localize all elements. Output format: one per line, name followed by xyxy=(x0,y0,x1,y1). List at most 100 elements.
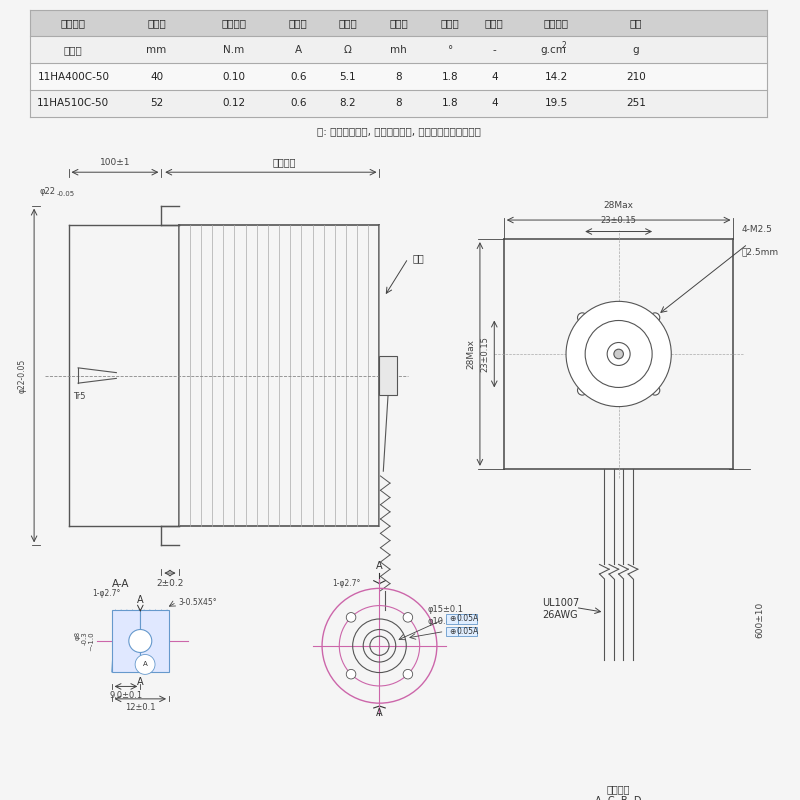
Text: Tr5: Tr5 xyxy=(74,392,86,401)
Text: 23±0.15: 23±0.15 xyxy=(481,336,490,372)
Text: 注: 电机力矩不同, 机身高度不同, 其他安装孔距是一样的: 注: 电机力矩不同, 机身高度不同, 其他安装孔距是一样的 xyxy=(317,126,481,136)
FancyBboxPatch shape xyxy=(30,63,767,90)
Text: 1.8: 1.8 xyxy=(442,71,458,82)
Text: 2±0.2: 2±0.2 xyxy=(156,579,184,588)
Text: 251: 251 xyxy=(626,98,646,108)
Text: 4: 4 xyxy=(491,98,498,108)
Circle shape xyxy=(650,386,660,395)
Text: φ15±0.1: φ15±0.1 xyxy=(427,605,463,614)
Text: 2: 2 xyxy=(562,42,566,50)
Text: 28Max: 28Max xyxy=(604,202,634,210)
Text: 210: 210 xyxy=(626,71,646,82)
Circle shape xyxy=(607,342,630,366)
FancyBboxPatch shape xyxy=(30,36,767,63)
Text: A: A xyxy=(137,595,144,605)
Text: 11HA400C-50: 11HA400C-50 xyxy=(38,71,110,82)
Text: 0.12: 0.12 xyxy=(222,98,246,108)
Circle shape xyxy=(566,302,671,406)
Text: 引线数: 引线数 xyxy=(485,18,504,28)
Circle shape xyxy=(403,670,413,679)
Text: 40: 40 xyxy=(150,71,163,82)
Text: 100±1: 100±1 xyxy=(100,158,130,167)
Text: mm: mm xyxy=(146,45,166,54)
FancyBboxPatch shape xyxy=(30,10,767,36)
Text: 19.5: 19.5 xyxy=(545,98,568,108)
Text: A: A xyxy=(376,708,382,718)
Text: 3-0.5X45°: 3-0.5X45° xyxy=(178,598,217,606)
Text: 0.6: 0.6 xyxy=(290,71,306,82)
Text: 0.10: 0.10 xyxy=(222,71,246,82)
Circle shape xyxy=(614,349,623,358)
Circle shape xyxy=(650,313,660,322)
Text: ⊕: ⊕ xyxy=(449,614,455,623)
Text: 深2.5mm: 深2.5mm xyxy=(741,247,778,256)
Text: 8: 8 xyxy=(395,71,402,82)
Text: 8: 8 xyxy=(395,98,402,108)
Text: φ22: φ22 xyxy=(40,187,56,196)
Circle shape xyxy=(403,613,413,622)
FancyBboxPatch shape xyxy=(446,614,458,624)
Text: φ22-0.05: φ22-0.05 xyxy=(18,358,26,393)
Text: 重量: 重量 xyxy=(630,18,642,28)
Text: A: A xyxy=(376,561,382,571)
Circle shape xyxy=(578,313,587,322)
Text: UL1007: UL1007 xyxy=(542,598,579,608)
Text: ⊕: ⊕ xyxy=(449,627,455,636)
Text: 保持转矩: 保持转矩 xyxy=(222,18,246,28)
Text: 单出轴: 单出轴 xyxy=(64,45,82,54)
Text: 1-φ2.7°: 1-φ2.7° xyxy=(332,579,360,588)
Text: 电机型号: 电机型号 xyxy=(61,18,86,28)
Text: 14.2: 14.2 xyxy=(545,71,568,82)
Bar xyxy=(111,610,140,672)
Text: A: A xyxy=(142,662,147,667)
Text: 12±0.1: 12±0.1 xyxy=(125,702,155,712)
Text: 4-M2.5: 4-M2.5 xyxy=(741,226,772,234)
Text: g: g xyxy=(633,45,639,54)
Text: 8.2: 8.2 xyxy=(339,98,356,108)
Text: 1.8: 1.8 xyxy=(442,98,458,108)
Text: 52: 52 xyxy=(150,98,163,108)
Text: 转动惯量: 转动惯量 xyxy=(544,18,569,28)
Text: 26AWG: 26AWG xyxy=(542,610,578,620)
Bar xyxy=(379,356,397,394)
Bar xyxy=(140,610,169,672)
Circle shape xyxy=(129,630,152,653)
Text: 11HA510C-50: 11HA510C-50 xyxy=(38,98,110,108)
Text: -: - xyxy=(493,45,496,54)
Text: 相电流: 相电流 xyxy=(289,18,307,28)
Text: 黑绿红蓝: 黑绿红蓝 xyxy=(607,785,630,794)
Text: Ω: Ω xyxy=(344,45,352,54)
Text: A: A xyxy=(137,677,144,687)
Text: 步距角: 步距角 xyxy=(441,18,460,28)
Text: 600±10: 600±10 xyxy=(755,602,765,638)
Text: 28Max: 28Max xyxy=(466,339,475,369)
Text: 0.05A: 0.05A xyxy=(456,627,478,636)
Text: A-A: A-A xyxy=(111,579,129,589)
Text: mh: mh xyxy=(390,45,407,54)
Text: g.cm: g.cm xyxy=(541,45,566,54)
FancyBboxPatch shape xyxy=(458,614,477,624)
Text: °: ° xyxy=(448,45,453,54)
Text: 0.05A: 0.05A xyxy=(456,614,478,623)
Circle shape xyxy=(346,670,356,679)
Text: 9.0±0.1: 9.0±0.1 xyxy=(110,691,142,700)
Text: 5.1: 5.1 xyxy=(339,71,356,82)
Text: 1-φ2.7°: 1-φ2.7° xyxy=(93,590,121,598)
Text: 标识: 标识 xyxy=(413,254,425,263)
Text: 机身高: 机身高 xyxy=(147,18,166,28)
Text: 相电阻: 相电阻 xyxy=(338,18,358,28)
Text: 23±0.15: 23±0.15 xyxy=(601,216,637,225)
Text: 0.6: 0.6 xyxy=(290,98,306,108)
Text: A: A xyxy=(294,45,302,54)
Text: φ8
-0.3
~-1.0: φ8 -0.3 ~-1.0 xyxy=(74,631,94,651)
FancyBboxPatch shape xyxy=(30,90,767,117)
Text: -0.05: -0.05 xyxy=(57,191,75,198)
Circle shape xyxy=(578,386,587,395)
Text: φ10.8±0.00: φ10.8±0.00 xyxy=(427,618,477,626)
Text: 机身高度: 机身高度 xyxy=(273,158,297,167)
Text: 4: 4 xyxy=(491,71,498,82)
FancyBboxPatch shape xyxy=(458,626,477,636)
FancyBboxPatch shape xyxy=(446,626,458,636)
Text: 相电感: 相电感 xyxy=(390,18,408,28)
Text: N.m: N.m xyxy=(223,45,245,54)
